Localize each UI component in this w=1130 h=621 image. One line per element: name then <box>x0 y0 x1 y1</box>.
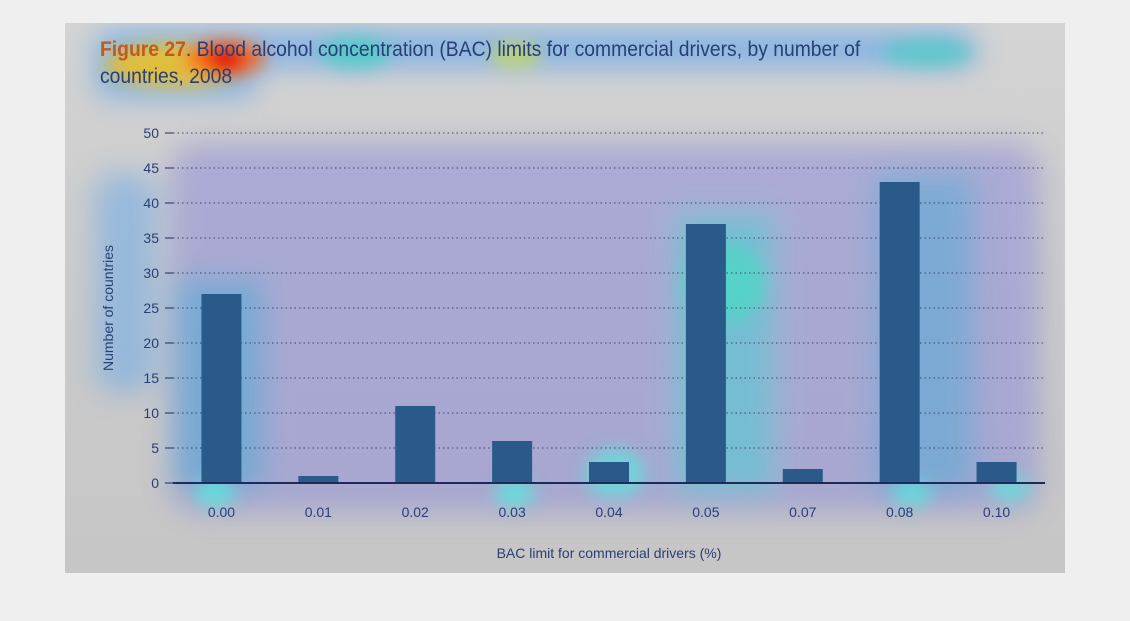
x-tick-label: 0.01 <box>305 504 332 520</box>
bar-0.05 <box>685 224 726 483</box>
x-tick-label: 0.05 <box>692 504 719 520</box>
bar-0.04 <box>589 462 629 483</box>
y-axis-ticks: 0 5 10 15 20 25 30 35 40 45 50 <box>143 125 173 491</box>
bar-0.00 <box>201 294 242 483</box>
bar-0.08 <box>879 182 920 483</box>
x-tick-label: 0.04 <box>595 504 622 520</box>
x-axis-label: BAC limit for commercial drivers (%) <box>497 545 722 561</box>
x-tick-label: 0.10 <box>983 504 1010 520</box>
y-tick-label: 5 <box>151 440 159 456</box>
x-tick-label: 0.02 <box>402 504 429 520</box>
y-tick-label: 50 <box>143 125 159 141</box>
y-tick-label: 0 <box>151 475 159 491</box>
y-tick-label: 40 <box>143 195 159 211</box>
y-tick-label: 15 <box>143 370 159 386</box>
figure-title-text: . Blood alcohol concentration (BAC) limi… <box>100 38 861 88</box>
x-tick-label: 0.07 <box>789 504 816 520</box>
bar-0.02 <box>395 406 436 483</box>
bar-0.03 <box>492 441 533 483</box>
y-tick-label: 20 <box>143 335 159 351</box>
gridlines <box>173 132 1045 449</box>
y-axis-label: Number of countries <box>100 245 116 371</box>
bars <box>201 182 1017 483</box>
bar-0.01 <box>298 476 339 483</box>
y-tick-label: 30 <box>143 265 159 281</box>
x-axis-ticks: 0.00 0.01 0.02 0.03 0.04 0.05 0.07 0.08 0.10 <box>208 504 1011 520</box>
y-tick-label: 35 <box>143 230 159 246</box>
x-tick-label: 0.00 <box>208 504 235 520</box>
figure-label: Figure 27 <box>100 38 186 61</box>
chart-panel: Figure 27. Blood alcohol concentration (… <box>65 23 1065 573</box>
y-tick-label: 25 <box>143 300 159 316</box>
figure-title: Figure 27. Blood alcohol concentration (… <box>100 36 928 90</box>
x-tick-label: 0.03 <box>498 504 525 520</box>
y-tick-label: 10 <box>143 405 159 421</box>
x-tick-label: 0.08 <box>886 504 913 520</box>
bar-0.10 <box>976 462 1017 483</box>
bar-0.07 <box>782 469 823 483</box>
y-tick-label: 45 <box>143 160 159 176</box>
